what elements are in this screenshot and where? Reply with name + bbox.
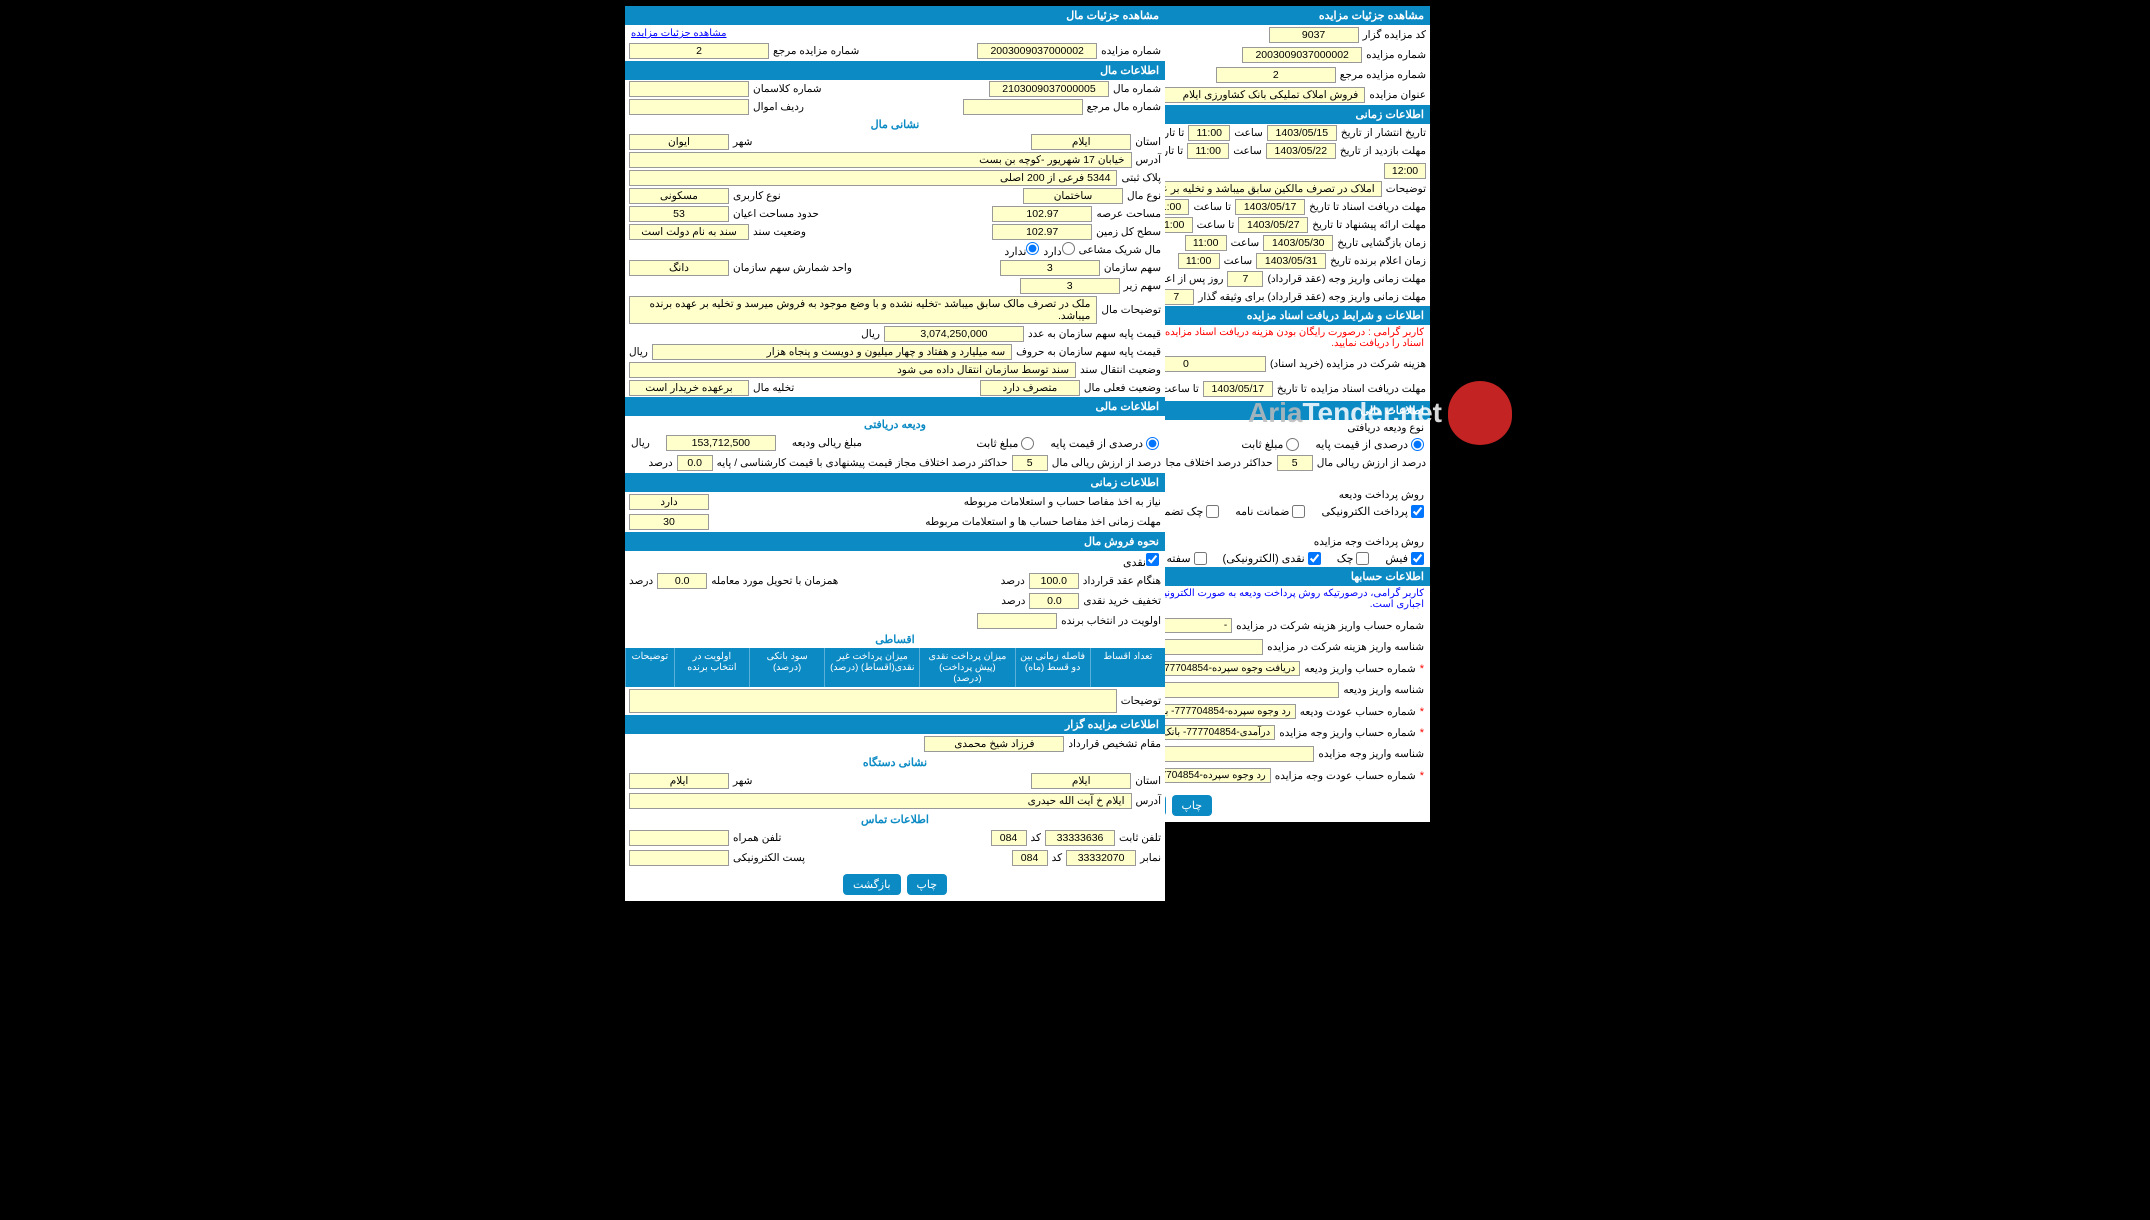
label-pay-deadline: مهلت زمانی واریز وجه (عقد قرارداد) xyxy=(1267,273,1426,285)
field-fax-code: 084 xyxy=(1012,850,1048,866)
field-doc-status: سند به نام دولت است xyxy=(629,224,749,240)
field-phone: 33333636 xyxy=(1045,830,1115,846)
field-cash-discount: 0.0 xyxy=(1029,593,1079,609)
shield-icon xyxy=(1448,381,1512,445)
field-base-price-words: سه میلیارد و هفتاد و چهار میلیون و دویست… xyxy=(652,344,1012,360)
field-building-area: 53 xyxy=(629,206,729,222)
field-visit-t3: 12:00 xyxy=(1384,163,1426,179)
field-visit-d1: 1403/05/22 xyxy=(1266,143,1336,159)
section-time2: اطلاعات زمانی xyxy=(625,473,1165,492)
field-installment-notes xyxy=(629,689,1117,713)
field-org-address: ایلام خ آیت الله حیدری xyxy=(629,793,1132,809)
field-delivery-pct: 0.0 xyxy=(657,573,707,589)
field-eviction: برعهده خریدار است xyxy=(629,380,749,396)
field-email xyxy=(629,850,729,866)
section-sale-method: نحوه فروش مال xyxy=(625,532,1165,551)
field-land-area: 102.97 xyxy=(992,206,1092,222)
label-auction-title: عنوان مزایده xyxy=(1369,89,1426,101)
label-winner-date: زمان اعلام برنده تاریخ xyxy=(1330,255,1426,267)
field-visit-t1: 11:00 xyxy=(1187,143,1229,159)
label-opening-date: زمان بازگشایی تاریخ xyxy=(1337,237,1426,249)
section-auctioneer: اطلاعات مزایده گزار xyxy=(625,715,1165,734)
field-sub-share: 3 xyxy=(1020,278,1120,294)
field-auction-code: 9037 xyxy=(1269,27,1359,43)
back-button2[interactable]: بازگشت xyxy=(843,874,901,895)
field-org-province: ایلام xyxy=(1031,773,1131,789)
field-clearance-need: دارد xyxy=(629,494,709,510)
subheader-contact: اطلاعات تماس xyxy=(625,811,1165,828)
label-payment-method: روش پرداخت وجه مزایده xyxy=(1314,536,1424,548)
radio-no-partner[interactable]: ندارد xyxy=(1004,242,1039,258)
field-address: خیابان 17 شهریور -کوچه بن بست xyxy=(629,152,1132,168)
field-contract-authority: فرزاد شیخ محمدی xyxy=(924,736,1064,752)
field-classman xyxy=(629,81,749,97)
section-property-info: اطلاعات مال xyxy=(625,61,1165,80)
field-fax: 33332070 xyxy=(1066,850,1136,866)
section-property-details: مشاهده جزئیات مال xyxy=(625,6,1165,25)
label-deposit-method: روش پرداخت ودیعه xyxy=(1339,489,1424,501)
field-org-share: 3 xyxy=(1000,260,1100,276)
label-auction-code: کد مزایده گزار xyxy=(1363,29,1426,41)
label-pay-deadline2: مهلت زمانی واریز وجه (عقد قرارداد) برای … xyxy=(1198,291,1426,303)
label-auction-ref: شماره مزایده مرجع xyxy=(1340,69,1426,81)
section-financial2: اطلاعات مالی xyxy=(625,397,1165,416)
label-doc-deadline2: مهلت دریافت اسناد مزایده xyxy=(1311,383,1426,395)
label-time1: ساعت xyxy=(1234,127,1263,139)
field-deposit-amount: 153,712,500 xyxy=(666,435,776,451)
radio-percent2[interactable]: درصدی از قیمت پایه xyxy=(1050,437,1159,450)
field-mobile xyxy=(629,830,729,846)
radio-has-partner[interactable]: دارد xyxy=(1043,242,1074,258)
cb-electronic[interactable]: پرداخت الکترونیکی xyxy=(1321,505,1424,518)
cb-check[interactable]: چک xyxy=(1337,552,1370,565)
cb-promissory[interactable]: سفته xyxy=(1167,552,1207,565)
field-province: ایلام xyxy=(1031,134,1131,150)
field-publish-t1: 11:00 xyxy=(1188,125,1230,141)
cb-slip[interactable]: فیش xyxy=(1385,552,1424,565)
field-org-city: ایلام xyxy=(629,773,729,789)
field-auction-num2: 2003009037000002 xyxy=(977,43,1097,59)
field-current-status: متصرف دارد xyxy=(980,380,1080,396)
label-doc-deadline: مهلت دریافت اسناد تا تاریخ xyxy=(1309,201,1426,213)
field-transfer-status: سند توسط سازمان انتقال داده می شود xyxy=(629,362,1076,378)
label-desc: توضیحات xyxy=(1386,183,1426,195)
field-property-num: 2103009037000005 xyxy=(989,81,1109,97)
field-clearance-days: 30 xyxy=(629,514,709,530)
field-auction-ref2: 2 xyxy=(629,43,769,59)
subheader-deposit: ودیعه دریافتی xyxy=(625,416,1165,433)
field-total-land: 102.97 xyxy=(992,224,1092,240)
field-phone-code: 084 xyxy=(991,830,1027,846)
property-details-panel: مشاهده جزئیات مال مشاهده جزئیات مزایده ش… xyxy=(625,6,1165,901)
field-plaque: 5344 فرعی از 200 اصلی xyxy=(629,170,1117,186)
field-auction-num: 2003009037000002 xyxy=(1242,47,1362,63)
link-view-auction[interactable]: مشاهده جزئیات مزایده xyxy=(631,28,727,39)
field-usage: مسکونی xyxy=(629,188,729,204)
radio-fixed[interactable]: مبلغ ثابت xyxy=(1241,438,1299,451)
radio-fixed2[interactable]: مبلغ ثابت xyxy=(976,437,1034,450)
cb-guarantee[interactable]: ضمانت نامه xyxy=(1235,505,1305,518)
field-city: ایوان xyxy=(629,134,729,150)
subheader-org-address: نشانی دستگاه xyxy=(625,754,1165,771)
cb-cash-sale[interactable]: نقدی xyxy=(1123,557,1159,569)
label-offer-deadline: مهلت ارائه پیشنهاد تا تاریخ xyxy=(1312,219,1426,231)
subheader-installment: اقساطی xyxy=(625,631,1165,648)
field-winner-priority xyxy=(977,613,1057,629)
cb-cash[interactable]: نقدی (الکترونیکی) xyxy=(1223,552,1321,565)
label-auction-num: شماره مزایده xyxy=(1366,49,1426,61)
print-button2[interactable]: چاپ xyxy=(907,874,948,895)
subheader-address: نشانی مال xyxy=(625,116,1165,133)
field-auction-ref: 2 xyxy=(1216,67,1336,83)
field-property-type: ساختمان xyxy=(1023,188,1123,204)
field-base-price-num: 3,074,250,000 xyxy=(884,326,1024,342)
label-publish-from: تاریخ انتشار از تاریخ xyxy=(1341,127,1426,139)
label-doc-cost: هزینه شرکت در مزایده (خرید اسناد) xyxy=(1270,358,1426,370)
field-contract-pct: 100.0 xyxy=(1029,573,1079,589)
installment-table-header: تعداد اقساط فاصله زمانی بین دو قسط (ماه)… xyxy=(625,648,1165,687)
field-publish-d1: 1403/05/15 xyxy=(1267,125,1337,141)
field-share-unit: دانگ xyxy=(629,260,729,276)
print-button[interactable]: چاپ xyxy=(1172,795,1213,816)
field-property-desc: ملک در تصرف مالک سابق میباشد -تخلیه نشده… xyxy=(629,296,1097,324)
label-visit-from: مهلت بازدید از تاریخ xyxy=(1340,145,1426,157)
radio-percent[interactable]: درصدی از قیمت پایه xyxy=(1315,438,1424,451)
